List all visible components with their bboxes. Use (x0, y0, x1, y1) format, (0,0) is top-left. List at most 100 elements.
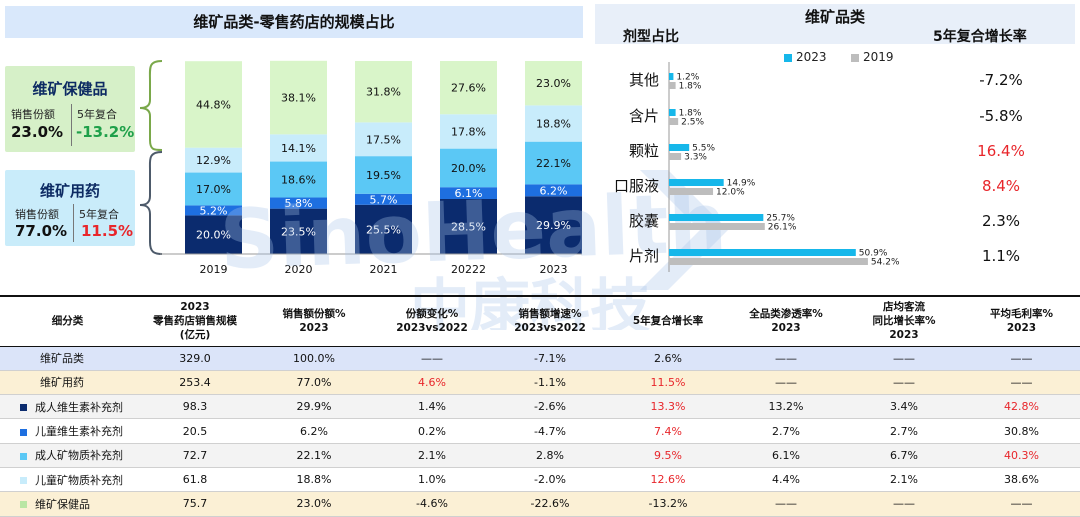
stack-data-label: 23.0% (536, 77, 571, 90)
table-cell: 38.6% (963, 467, 1080, 493)
table-cell: 29.9% (255, 394, 373, 420)
drug-share-label: 销售份额 (15, 208, 59, 221)
legend-2023-label: 2023 (796, 50, 827, 64)
table-cell: 100.0% (255, 346, 373, 371)
table-cell: 72.7 (135, 443, 255, 468)
stack-data-label: 38.1% (281, 92, 316, 105)
dosage-bar-2023 (669, 144, 690, 151)
table-row: 成人矿物质补充剂 72.7 22.1% 2.1% 2.8% 9.5% 6.1% 6.7% 40.… (0, 443, 1080, 468)
stack-data-label: 27.6% (451, 82, 486, 95)
dosage-bar-label: 26.1% (768, 223, 797, 233)
stack-bar-segment (525, 61, 582, 106)
table-cell: 0.2% (373, 418, 491, 444)
row-name-cell: 维矿用药 (0, 370, 135, 396)
row-name-cell: 儿童维生素补充剂 (0, 418, 135, 444)
stack-data-label: 5.2% (200, 204, 228, 217)
stack-bar-segment (440, 198, 497, 254)
table-cell: 98.3 (135, 394, 255, 420)
stack-data-label: 25.5% (366, 223, 401, 236)
right-chart-title: 维矿品类 (804, 8, 865, 26)
metrics-table: 细分类 2023 零售药店销售规模 (亿元) 销售额份额% 2023 份额变化% 2023vs… (0, 295, 1080, 517)
health-share-label: 销售份额 (11, 108, 55, 121)
stack-data-label: 20.0% (451, 162, 486, 175)
stack-bar-segment (270, 161, 327, 198)
table-cell: 4.4% (727, 467, 845, 493)
legend-2019-swatch (851, 53, 859, 62)
stack-data-label: 12.9% (196, 154, 231, 167)
stack-data-label: 17.0% (196, 183, 231, 196)
dosage-category-label: 颗粒 (629, 142, 659, 160)
row-color-marker (20, 452, 27, 460)
table-cell: 6.2% (255, 418, 373, 444)
table-row: 成人维生素补充剂 98.3 29.9% 1.4% -2.6% 13.3% 13.2% 3.4%… (0, 394, 1080, 420)
stack-bar-segment (525, 196, 582, 254)
dosage-bar-label: 14.9% (727, 179, 756, 189)
dosage-bar-2023 (669, 249, 856, 256)
table-cell: —— (963, 370, 1080, 396)
stack-data-label: 22.1% (536, 157, 571, 170)
stack-bar-segment (440, 148, 497, 188)
drug-callout-divider (73, 204, 74, 242)
table-cell: 13.2% (727, 394, 845, 420)
dosage-bar-label: 1.8% (679, 82, 702, 92)
table-cell: 2.1% (373, 443, 491, 468)
dosage-category-label: 含片 (629, 107, 659, 125)
health-callout-divider (71, 104, 72, 146)
drug-share-value: 77.0% (15, 222, 68, 240)
table-cell: 20.5 (135, 418, 255, 444)
stack-data-label: 23.5% (281, 225, 316, 238)
dosage-bar-2023 (669, 179, 724, 186)
legend-2019: 2019 (851, 50, 894, 64)
drug-cagr-value: 11.5% (81, 222, 134, 240)
drug-brace (139, 151, 163, 255)
dashboard: 维矿品类-零售药店的规模占比 维矿保健品 销售份额 5年复合 23.0% -13… (0, 4, 1080, 517)
stack-bar-segment (270, 208, 327, 254)
table-cell: 40.3% (963, 443, 1080, 468)
stack-bar-segment (270, 134, 327, 162)
stack-bar-segment (185, 172, 242, 206)
table-cell: 13.3% (609, 394, 727, 420)
table-cell: -4.7% (491, 418, 609, 444)
health-cagr-value: -13.2% (76, 123, 135, 141)
table-cell: 2.1% (845, 467, 963, 493)
table-cell: 2.7% (845, 418, 963, 444)
table-cell: 1.4% (373, 394, 491, 420)
dosage-bar-label: 1.8% (679, 109, 702, 119)
stack-bar-segment (185, 205, 242, 216)
table-cell: 2.7% (727, 418, 845, 444)
stack-data-label: 29.9% (536, 219, 571, 232)
row-name-cell: 维矿品类 (0, 346, 135, 371)
stacked-share-chart: 20.0% 5.2% 17.0% 12.9% 44.8% 23.5% 5.8% 18.6% 14… (139, 60, 582, 276)
row-color-marker (20, 404, 27, 412)
dosage-cagr-value: 2.3% (982, 212, 1020, 230)
table-cell: 6.1% (727, 443, 845, 468)
table-cell: -1.1% (491, 370, 609, 396)
stack-bar-segment (355, 193, 412, 205)
dosage-bar-label: 54.2% (871, 258, 900, 268)
table-header-cell: 平均毛利率% 2023 (963, 295, 1080, 347)
stack-bar-segment (525, 105, 582, 142)
dosage-bar-2019 (669, 118, 679, 125)
health-products-callout: 维矿保健品 销售份额 5年复合 23.0% -13.2% (5, 66, 135, 152)
stack-x-tick-label: 2020 (285, 263, 313, 276)
table-cell: 11.5% (609, 370, 727, 396)
stack-bar-segment (270, 197, 327, 209)
table-cell: 2.8% (491, 443, 609, 468)
dosage-bar-label: 3.3% (684, 153, 707, 163)
dosage-cagr-value: 8.4% (982, 177, 1020, 195)
dosage-bar-2023 (669, 214, 764, 221)
stack-bar-segment (185, 61, 242, 148)
health-share-value: 23.0% (11, 123, 64, 141)
dosage-bar-2019 (669, 82, 676, 89)
table-cell: 12.6% (609, 467, 727, 493)
table-cell: 77.0% (255, 370, 373, 396)
stack-data-label: 17.5% (366, 133, 401, 146)
table-cell: —— (727, 370, 845, 396)
table-cell: 6.7% (845, 443, 963, 468)
stack-bar-segment (525, 184, 582, 197)
health-brace (139, 60, 163, 151)
table-header-cell: 销售额份额% 2023 (255, 295, 373, 347)
table-cell: 7.4% (609, 418, 727, 444)
table-row: 儿童维生素补充剂 20.5 6.2% 0.2% -4.7% 7.4% 2.7% 2.7% 30.… (0, 418, 1080, 444)
metrics-table-wrap: 细分类 2023 零售药店销售规模 (亿元) 销售额份额% 2023 份额变化% 2023vs… (0, 295, 1080, 517)
